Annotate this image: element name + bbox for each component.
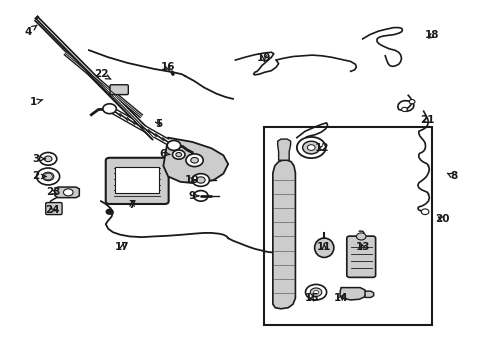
Circle shape bbox=[356, 233, 366, 240]
Text: 20: 20 bbox=[435, 214, 449, 224]
Text: 16: 16 bbox=[161, 62, 175, 72]
Text: 6: 6 bbox=[160, 149, 170, 158]
Text: 4: 4 bbox=[24, 25, 37, 37]
FancyBboxPatch shape bbox=[46, 203, 62, 215]
Text: 7: 7 bbox=[128, 200, 136, 210]
Circle shape bbox=[194, 190, 208, 201]
Text: 13: 13 bbox=[355, 242, 370, 252]
Circle shape bbox=[192, 174, 209, 186]
Circle shape bbox=[106, 209, 113, 214]
Text: 24: 24 bbox=[46, 205, 60, 215]
Circle shape bbox=[167, 140, 181, 150]
Text: 23: 23 bbox=[46, 187, 60, 197]
Text: 19: 19 bbox=[257, 53, 271, 63]
Polygon shape bbox=[340, 288, 366, 300]
FancyBboxPatch shape bbox=[115, 167, 159, 193]
Text: 8: 8 bbox=[447, 171, 458, 181]
Circle shape bbox=[64, 189, 73, 196]
Circle shape bbox=[103, 104, 116, 114]
Circle shape bbox=[191, 157, 198, 163]
Polygon shape bbox=[278, 139, 291, 160]
Circle shape bbox=[310, 288, 322, 296]
Text: 5: 5 bbox=[155, 118, 162, 129]
Text: 10: 10 bbox=[185, 175, 199, 185]
Text: 18: 18 bbox=[425, 30, 440, 40]
Text: 12: 12 bbox=[315, 143, 329, 153]
Circle shape bbox=[305, 284, 327, 300]
Polygon shape bbox=[163, 138, 228, 184]
Circle shape bbox=[303, 141, 320, 154]
Circle shape bbox=[172, 150, 185, 159]
Text: 2: 2 bbox=[32, 171, 46, 181]
Circle shape bbox=[42, 172, 54, 181]
Text: 9: 9 bbox=[189, 191, 198, 201]
Circle shape bbox=[176, 153, 182, 157]
Text: 14: 14 bbox=[334, 293, 348, 303]
Text: 1: 1 bbox=[30, 98, 43, 107]
Text: 21: 21 bbox=[420, 115, 435, 125]
Text: 3: 3 bbox=[32, 154, 46, 164]
Text: 17: 17 bbox=[115, 242, 130, 252]
Circle shape bbox=[196, 177, 205, 183]
Circle shape bbox=[314, 291, 318, 294]
Polygon shape bbox=[273, 160, 295, 309]
Circle shape bbox=[44, 156, 52, 162]
Circle shape bbox=[297, 137, 326, 158]
Text: 15: 15 bbox=[305, 293, 319, 303]
FancyBboxPatch shape bbox=[110, 85, 128, 95]
Ellipse shape bbox=[315, 238, 334, 257]
Circle shape bbox=[409, 100, 415, 104]
Circle shape bbox=[186, 154, 203, 167]
Polygon shape bbox=[365, 291, 374, 297]
Circle shape bbox=[401, 107, 407, 112]
Circle shape bbox=[307, 145, 315, 150]
Text: 22: 22 bbox=[94, 69, 111, 79]
Text: 11: 11 bbox=[317, 242, 331, 252]
FancyBboxPatch shape bbox=[106, 158, 169, 204]
Bar bbox=[264, 127, 432, 325]
Circle shape bbox=[40, 153, 57, 165]
Circle shape bbox=[37, 168, 60, 185]
Polygon shape bbox=[55, 187, 79, 198]
Polygon shape bbox=[43, 174, 53, 180]
FancyBboxPatch shape bbox=[347, 236, 376, 277]
Circle shape bbox=[421, 209, 429, 215]
